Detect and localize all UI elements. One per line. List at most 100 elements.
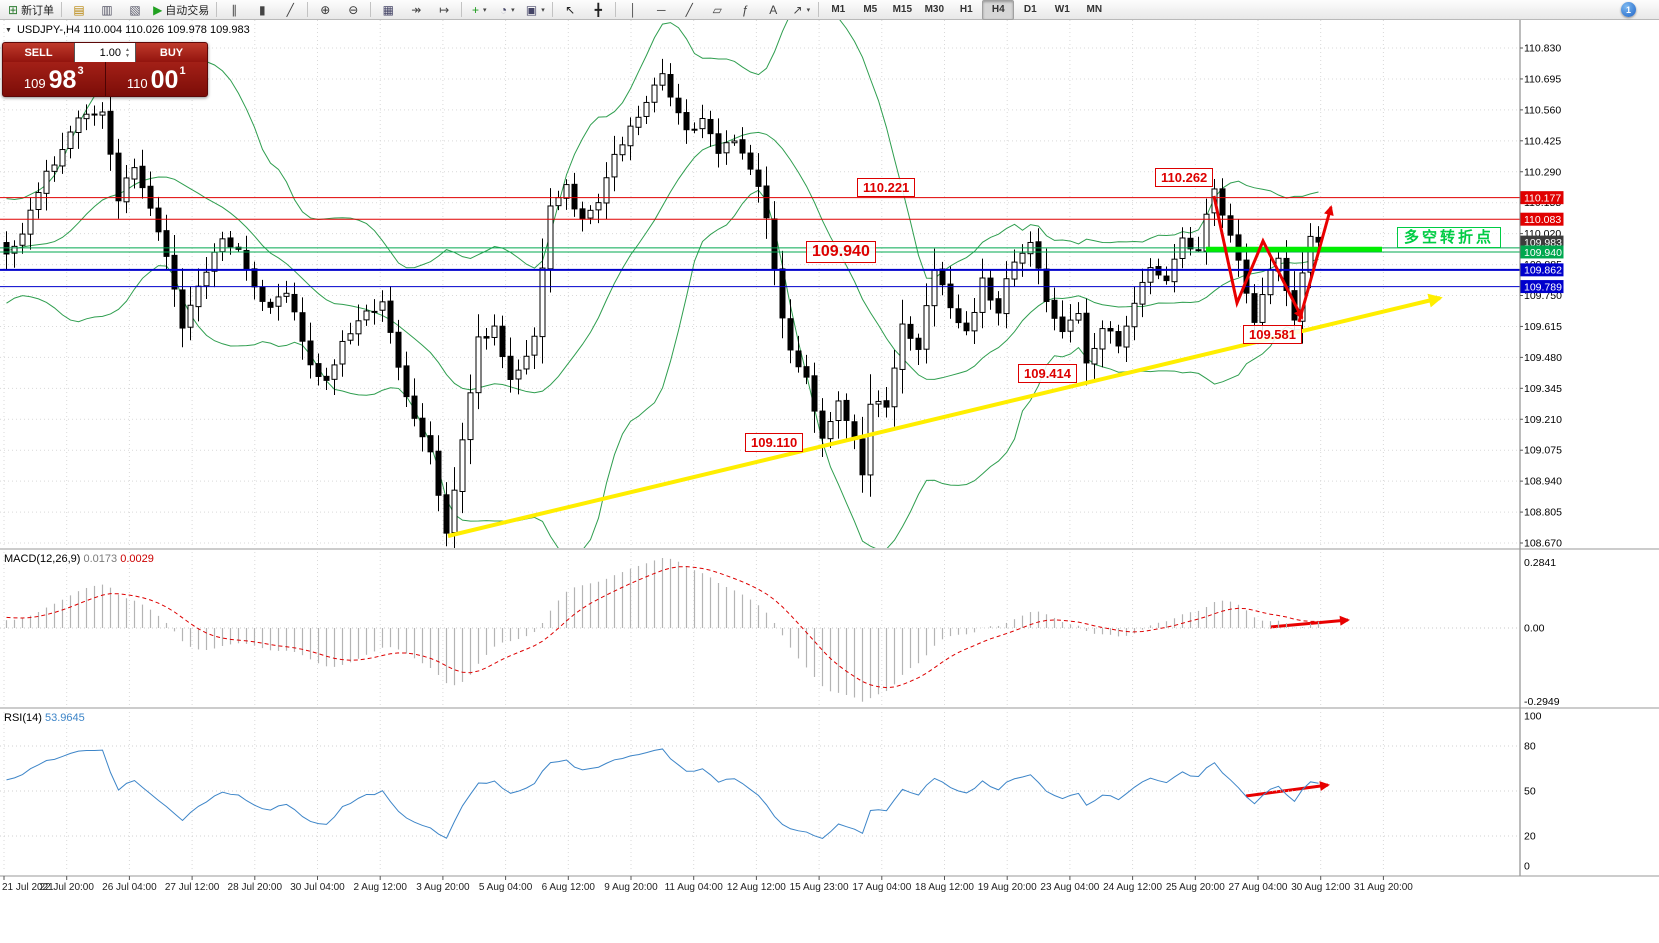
- timeframe-button-h1[interactable]: H1: [959, 4, 973, 15]
- price-annotation[interactable]: 109.414: [1018, 364, 1077, 383]
- price-annotation[interactable]: 110.262: [1155, 168, 1214, 187]
- vertical-line-button[interactable]: │: [619, 0, 647, 20]
- periods-button[interactable]: ◔ ▾: [493, 0, 521, 20]
- price-annotation[interactable]: 110.221: [857, 178, 916, 197]
- timeframe-button-m5[interactable]: M5: [863, 4, 878, 15]
- fibonacci-icon: ƒ: [741, 2, 749, 17]
- toolbar-separator: [615, 2, 617, 17]
- timeframe-button-m15[interactable]: M15: [892, 4, 913, 15]
- text-icon: A: [769, 2, 778, 17]
- chart-shift-button[interactable]: ↦: [430, 0, 458, 20]
- zoom-out-button[interactable]: ⊖: [339, 0, 367, 20]
- crosshair-icon: ╋: [594, 2, 602, 17]
- channel-button[interactable]: ▱: [703, 0, 731, 20]
- red-arrow[interactable]: [1212, 195, 1304, 320]
- lot-stepper[interactable]: ▲ ▼: [125, 47, 130, 59]
- macd-scale-zero: 0.00: [1524, 623, 1545, 635]
- timeframe-button-h4[interactable]: H4: [982, 0, 1015, 20]
- svg-text:22 Jul 20:00: 22 Jul 20:00: [39, 882, 94, 893]
- svg-text:26 Jul 04:00: 26 Jul 04:00: [102, 882, 157, 893]
- bar-chart-type-button[interactable]: ∥: [220, 0, 248, 20]
- timeframe-button-d1[interactable]: D1: [1023, 4, 1037, 15]
- clock-icon: ◔: [499, 2, 508, 17]
- stepper-down-icon[interactable]: ▼: [125, 52, 130, 59]
- buy-price-display[interactable]: 110 00 1: [105, 62, 207, 96]
- rsi-scale-label: 80: [1524, 741, 1536, 753]
- turning-point-note[interactable]: 多空转折点: [1397, 227, 1502, 248]
- svg-text:31 Aug 20:00: 31 Aug 20:00: [1354, 882, 1413, 893]
- sell-price-display[interactable]: 109 98 3: [3, 62, 106, 96]
- fibonacci-button[interactable]: ƒ: [731, 0, 759, 20]
- cursor-button[interactable]: ↖: [556, 0, 584, 20]
- line-chart-type-button[interactable]: ╱: [276, 0, 304, 20]
- svg-text:109.075: 109.075: [1524, 445, 1562, 457]
- candles-chart-icon: ▮: [258, 2, 266, 17]
- symbol-ohlc-text: USDJPY-,H4 110.004 110.026 109.978 109.9…: [16, 24, 250, 36]
- data-window-icon: ▥: [101, 2, 113, 17]
- collapse-icon[interactable]: ▼: [5, 26, 12, 34]
- macd-name: MACD(12,26,9): [4, 553, 81, 565]
- lot-size-input[interactable]: [75, 46, 123, 59]
- svg-text:110.830: 110.830: [1524, 43, 1561, 55]
- crosshair-button[interactable]: ╋: [584, 0, 612, 20]
- price-annotation[interactable]: 109.940: [806, 241, 876, 263]
- macd-scale-top: 0.2841: [1524, 557, 1556, 569]
- template-icon: ▣: [525, 2, 538, 17]
- svg-text:109.210: 109.210: [1524, 414, 1562, 426]
- text-button[interactable]: A: [759, 0, 787, 20]
- templates-button[interactable]: ▣ ▾: [521, 0, 549, 20]
- channel-icon: ▱: [712, 2, 722, 17]
- auto-trading-button-label: 自动交易: [165, 4, 210, 17]
- horizontal-line-button[interactable]: ─: [647, 0, 675, 20]
- svg-text:110.177: 110.177: [1524, 192, 1561, 204]
- red-arrow[interactable]: [1297, 205, 1334, 323]
- trendline-icon: ╱: [685, 2, 693, 17]
- buy-button[interactable]: BUY: [136, 43, 207, 62]
- zoom-out-icon: ⊖: [348, 2, 359, 17]
- svg-text:109.615: 109.615: [1524, 321, 1562, 333]
- cursor-icon: ↖: [565, 2, 576, 17]
- trendline-button[interactable]: ╱: [675, 0, 703, 20]
- arrows-button[interactable]: ↗ ▾: [787, 0, 815, 20]
- notification-badge[interactable]: 1: [1621, 2, 1636, 17]
- rsi-scale-label: 50: [1524, 786, 1536, 798]
- price-annotation[interactable]: 109.581: [1243, 325, 1302, 344]
- red-arrow[interactable]: [1245, 781, 1330, 798]
- timeframe-button-m30[interactable]: M30: [924, 4, 945, 15]
- price-annotation[interactable]: 109.110: [745, 433, 804, 452]
- indicators-button[interactable]: + ▾: [465, 0, 493, 20]
- new-order-button[interactable]: ⊞ 新订单: [4, 0, 58, 20]
- svg-text:30 Aug 12:00: 30 Aug 12:00: [1291, 882, 1350, 893]
- auto-scroll-icon: ↠: [411, 2, 422, 17]
- timeframe-button-mn[interactable]: MN: [1086, 4, 1103, 15]
- new-order-icon: ⊞: [8, 2, 19, 17]
- zoom-in-button[interactable]: ⊕: [311, 0, 339, 20]
- svg-text:110.560: 110.560: [1524, 104, 1561, 116]
- sell-button[interactable]: SELL: [3, 43, 74, 62]
- auto-scroll-button[interactable]: ↠: [402, 0, 430, 20]
- red-arrow[interactable]: [1269, 615, 1350, 629]
- navigator-button[interactable]: ▧: [121, 0, 149, 20]
- lot-size-field: ▲▼: [74, 43, 136, 62]
- price-axis-tag: 110.177: [1520, 191, 1564, 204]
- line-chart-icon: ╱: [286, 2, 294, 17]
- market-watch-button[interactable]: ▤: [65, 0, 93, 20]
- market-watch-icon: ▤: [73, 2, 85, 17]
- auto-trading-button[interactable]: ▶ 自动交易: [149, 0, 213, 20]
- svg-text:109.480: 109.480: [1524, 352, 1562, 364]
- timeframe-button-w1[interactable]: W1: [1054, 4, 1070, 15]
- toolbar-separator: [216, 2, 218, 17]
- svg-text:9 Aug 20:00: 9 Aug 20:00: [604, 882, 658, 893]
- candle-chart-type-button[interactable]: ▮: [248, 0, 276, 20]
- price-axis-tag: 109.862: [1520, 263, 1564, 277]
- macd-signal-value: 0.0029: [120, 553, 154, 565]
- tile-windows-button[interactable]: ▦: [374, 0, 402, 20]
- svg-text:12 Aug 12:00: 12 Aug 12:00: [727, 882, 786, 893]
- timeframe-button-m1[interactable]: M1: [831, 4, 846, 15]
- svg-text:19 Aug 20:00: 19 Aug 20:00: [978, 882, 1037, 893]
- data-window-button[interactable]: ▥: [93, 0, 121, 20]
- stepper-up-icon[interactable]: ▲: [125, 46, 130, 53]
